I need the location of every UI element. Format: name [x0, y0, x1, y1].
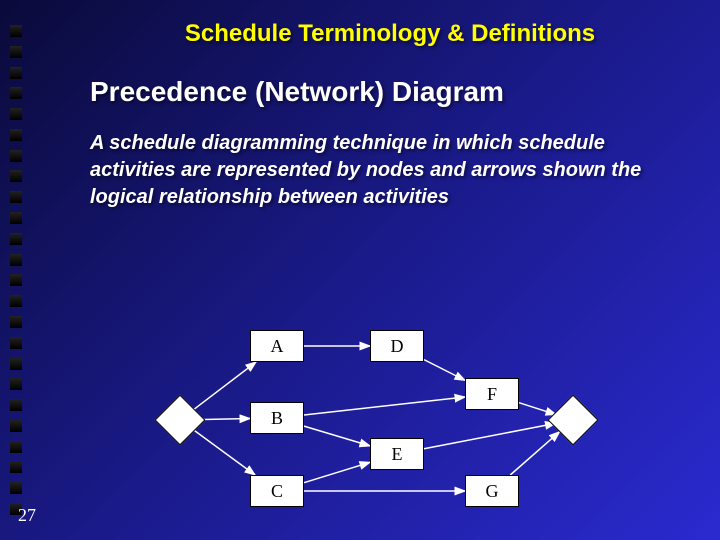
side-bullet	[10, 461, 22, 473]
edge-G-end	[510, 432, 559, 475]
edge-B-E	[304, 426, 370, 446]
page-number: 27	[18, 505, 36, 526]
edge-start-C	[194, 431, 255, 475]
side-bullet	[10, 129, 22, 141]
side-bullet	[10, 233, 22, 245]
side-bullet	[10, 420, 22, 432]
side-bullet	[10, 378, 22, 390]
diagram-node-A: A	[250, 330, 304, 362]
slide-body-text: A schedule diagramming technique in whic…	[90, 130, 650, 211]
edge-C-E	[304, 462, 370, 482]
side-bullet	[10, 441, 22, 453]
side-bullet	[10, 482, 22, 494]
side-bullet	[10, 274, 22, 286]
side-bullet	[10, 170, 22, 182]
diagram-node-E: E	[370, 438, 424, 470]
side-bullet	[10, 25, 22, 37]
diagram-node-C: C	[250, 475, 304, 507]
side-bullet	[10, 316, 22, 328]
side-bullet	[10, 191, 22, 203]
content-area: Schedule Terminology & Definitions Prece…	[90, 20, 690, 211]
side-bullet	[10, 254, 22, 266]
edge-E-end	[424, 423, 556, 448]
diagram-node-D: D	[370, 330, 424, 362]
precedence-diagram: A D B F E C G	[90, 320, 650, 510]
edge-F-end	[519, 403, 556, 415]
side-bullet	[10, 399, 22, 411]
diagram-node-B: B	[250, 402, 304, 434]
side-bullet	[10, 67, 22, 79]
side-bullet	[10, 46, 22, 58]
side-bullet	[10, 212, 22, 224]
slide-title: Schedule Terminology & Definitions	[90, 20, 690, 48]
diagram-node-G: G	[465, 475, 519, 507]
slide-subtitle: Precedence (Network) Diagram	[90, 76, 690, 108]
side-bullet	[10, 337, 22, 349]
side-bullet	[10, 87, 22, 99]
side-bullet	[10, 150, 22, 162]
diagram-node-F: F	[465, 378, 519, 410]
side-bullet	[10, 295, 22, 307]
side-bullet-strip	[10, 25, 24, 515]
side-bullet	[10, 108, 22, 120]
edge-start-A	[194, 362, 256, 409]
edge-D-F	[424, 360, 465, 381]
edge-B-F	[304, 397, 465, 415]
side-bullet	[10, 358, 22, 370]
